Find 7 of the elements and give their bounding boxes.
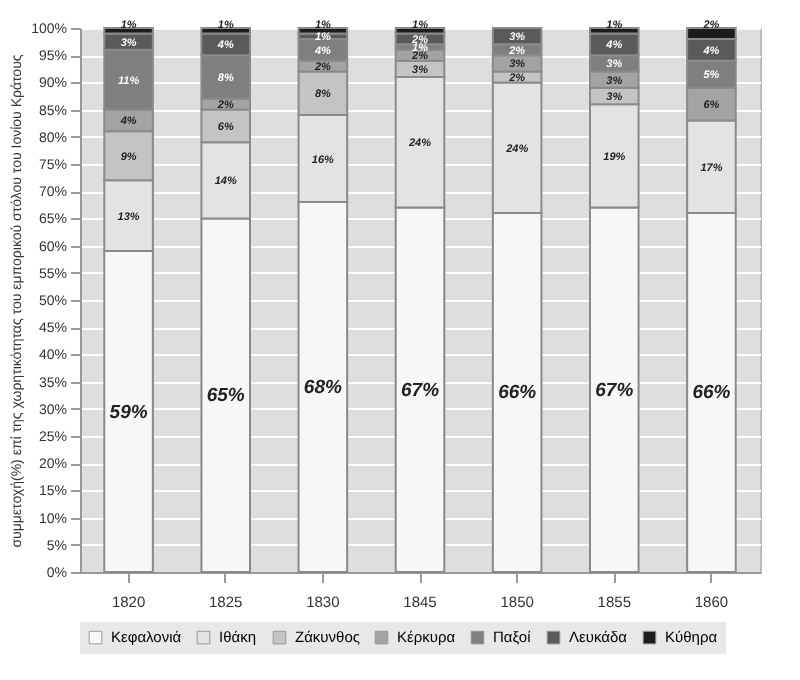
data-label: 67% <box>400 379 441 402</box>
data-label: 65% <box>206 385 246 408</box>
data-label: 66% <box>692 382 732 405</box>
data-label: 66% <box>498 382 538 405</box>
data-label: 67% <box>595 379 635 402</box>
data-label: 59% <box>109 401 149 424</box>
data-label: 68% <box>303 377 343 400</box>
